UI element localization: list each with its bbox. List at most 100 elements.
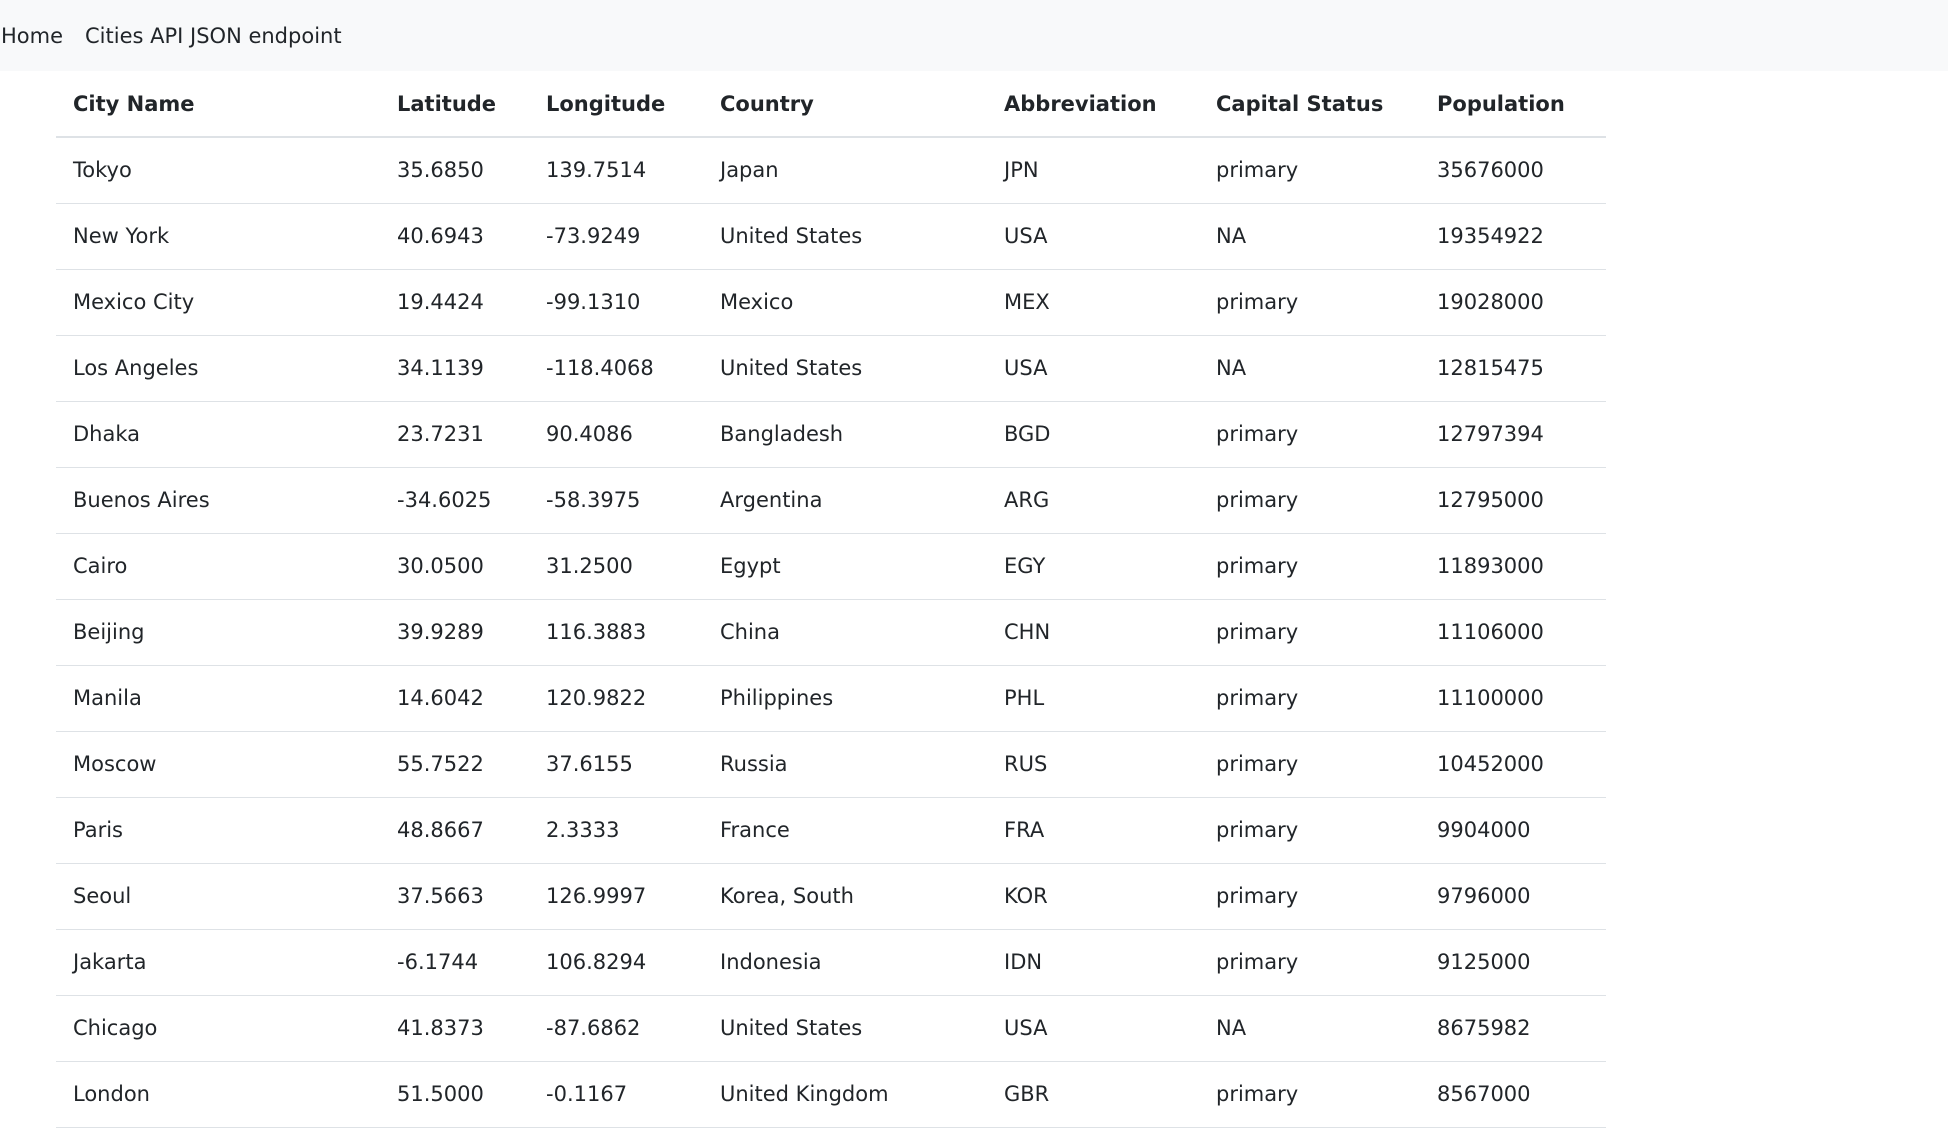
cell-abbreviation: GBR	[987, 1061, 1199, 1128]
cell-population: 11106000	[1420, 599, 1606, 666]
cell-abbreviation: IDN	[987, 929, 1199, 996]
cell-population: 12815475	[1420, 335, 1606, 402]
cell-capital-status: primary	[1199, 731, 1420, 798]
cell-abbreviation: KOR	[987, 863, 1199, 930]
cell-latitude: 19.4424	[380, 269, 529, 336]
cell-capital-status: primary	[1199, 533, 1420, 600]
cell-country: Argentina	[703, 467, 987, 534]
cell-country: Korea, South	[703, 863, 987, 930]
cell-latitude: 40.6943	[380, 203, 529, 270]
table-row: Buenos Aires -34.6025 -58.3975 Argentina ARG…	[56, 467, 1606, 534]
header-country: Country	[703, 71, 987, 138]
cell-country: United States	[703, 203, 987, 270]
cell-population: 19354922	[1420, 203, 1606, 270]
cities-table: City Name Latitude Longitude Country Abb…	[56, 71, 1606, 1128]
cell-country: United Kingdom	[703, 1061, 987, 1128]
table-row: London 51.5000 -0.1167 United Kingdom GBR pri…	[56, 1061, 1606, 1128]
header-abbreviation: Abbreviation	[987, 71, 1199, 138]
cell-latitude: 37.5663	[380, 863, 529, 930]
cell-city-name: Beijing	[56, 599, 380, 666]
cell-capital-status: primary	[1199, 665, 1420, 732]
table-row: Paris 48.8667 2.3333 France FRA primary 990400…	[56, 797, 1606, 864]
cell-country: Bangladesh	[703, 401, 987, 468]
cell-capital-status: primary	[1199, 467, 1420, 534]
cell-capital-status: NA	[1199, 203, 1420, 270]
header-city-name: City Name	[56, 71, 380, 138]
cell-latitude: -34.6025	[380, 467, 529, 534]
cell-country: Russia	[703, 731, 987, 798]
header-population: Population	[1420, 71, 1606, 138]
table-row: Jakarta -6.1744 106.8294 Indonesia IDN primar…	[56, 929, 1606, 996]
table-body: Tokyo 35.6850 139.7514 Japan JPN primary 35676…	[56, 137, 1606, 1128]
cell-longitude: 106.8294	[529, 929, 703, 996]
cell-city-name: Jakarta	[56, 929, 380, 996]
cell-capital-status: primary	[1199, 929, 1420, 996]
cell-longitude: -118.4068	[529, 335, 703, 402]
cell-population: 8675982	[1420, 995, 1606, 1062]
table-row: Beijing 39.9289 116.3883 China CHN primary 111…	[56, 599, 1606, 666]
cell-longitude: 37.6155	[529, 731, 703, 798]
cell-country: Indonesia	[703, 929, 987, 996]
cell-latitude: 39.9289	[380, 599, 529, 666]
cell-latitude: 35.6850	[380, 137, 529, 204]
table-row: New York 40.6943 -73.9249 United States USA N…	[56, 203, 1606, 270]
cell-city-name: Chicago	[56, 995, 380, 1062]
cell-latitude: 34.1139	[380, 335, 529, 402]
cell-country: United States	[703, 335, 987, 402]
header-row: City Name Latitude Longitude Country Abb…	[56, 71, 1606, 138]
cell-longitude: 31.2500	[529, 533, 703, 600]
cell-abbreviation: PHL	[987, 665, 1199, 732]
cell-city-name: Tokyo	[56, 137, 380, 204]
cities-table-container: City Name Latitude Longitude Country Abb…	[56, 71, 1606, 1128]
cell-capital-status: primary	[1199, 797, 1420, 864]
cell-latitude: 48.8667	[380, 797, 529, 864]
table-row: Manila 14.6042 120.9822 Philippines PHL prima…	[56, 665, 1606, 732]
cell-country: China	[703, 599, 987, 666]
table-row: Mexico City 19.4424 -99.1310 Mexico MEX prima…	[56, 269, 1606, 336]
cell-city-name: New York	[56, 203, 380, 270]
cell-longitude: -87.6862	[529, 995, 703, 1062]
cell-city-name: Mexico City	[56, 269, 380, 336]
cell-abbreviation: USA	[987, 335, 1199, 402]
nav-home-link[interactable]: Home	[1, 23, 64, 48]
cell-abbreviation: USA	[987, 203, 1199, 270]
cell-city-name: Cairo	[56, 533, 380, 600]
header-capital-status: Capital Status	[1199, 71, 1420, 138]
cell-country: France	[703, 797, 987, 864]
cell-capital-status: primary	[1199, 863, 1420, 930]
table-row: Cairo 30.0500 31.2500 Egypt EGY primary 118930…	[56, 533, 1606, 600]
cell-population: 10452000	[1420, 731, 1606, 798]
cell-city-name: Paris	[56, 797, 380, 864]
table-row: Seoul 37.5663 126.9997 Korea, South KOR prima…	[56, 863, 1606, 930]
cell-capital-status: primary	[1199, 269, 1420, 336]
cell-population: 19028000	[1420, 269, 1606, 336]
cell-capital-status: primary	[1199, 599, 1420, 666]
cell-abbreviation: FRA	[987, 797, 1199, 864]
cell-population: 12797394	[1420, 401, 1606, 468]
cell-latitude: -6.1744	[380, 929, 529, 996]
cell-abbreviation: BGD	[987, 401, 1199, 468]
cell-city-name: Buenos Aires	[56, 467, 380, 534]
cell-capital-status: primary	[1199, 401, 1420, 468]
cell-population: 9125000	[1420, 929, 1606, 996]
cell-population: 11100000	[1420, 665, 1606, 732]
cell-country: Philippines	[703, 665, 987, 732]
cell-latitude: 30.0500	[380, 533, 529, 600]
nav-cities-api-link[interactable]: Cities API JSON endpoint	[85, 23, 342, 48]
cell-latitude: 41.8373	[380, 995, 529, 1062]
cell-city-name: Dhaka	[56, 401, 380, 468]
cell-abbreviation: CHN	[987, 599, 1199, 666]
cell-population: 9796000	[1420, 863, 1606, 930]
cell-longitude: 116.3883	[529, 599, 703, 666]
cell-population: 35676000	[1420, 137, 1606, 204]
cell-longitude: 126.9997	[529, 863, 703, 930]
cell-population: 9904000	[1420, 797, 1606, 864]
cell-city-name: Manila	[56, 665, 380, 732]
cell-country: United States	[703, 995, 987, 1062]
cell-city-name: Los Angeles	[56, 335, 380, 402]
cell-abbreviation: JPN	[987, 137, 1199, 204]
header-latitude: Latitude	[380, 71, 529, 138]
cell-abbreviation: MEX	[987, 269, 1199, 336]
cell-abbreviation: USA	[987, 995, 1199, 1062]
table-header: City Name Latitude Longitude Country Abb…	[56, 71, 1606, 138]
